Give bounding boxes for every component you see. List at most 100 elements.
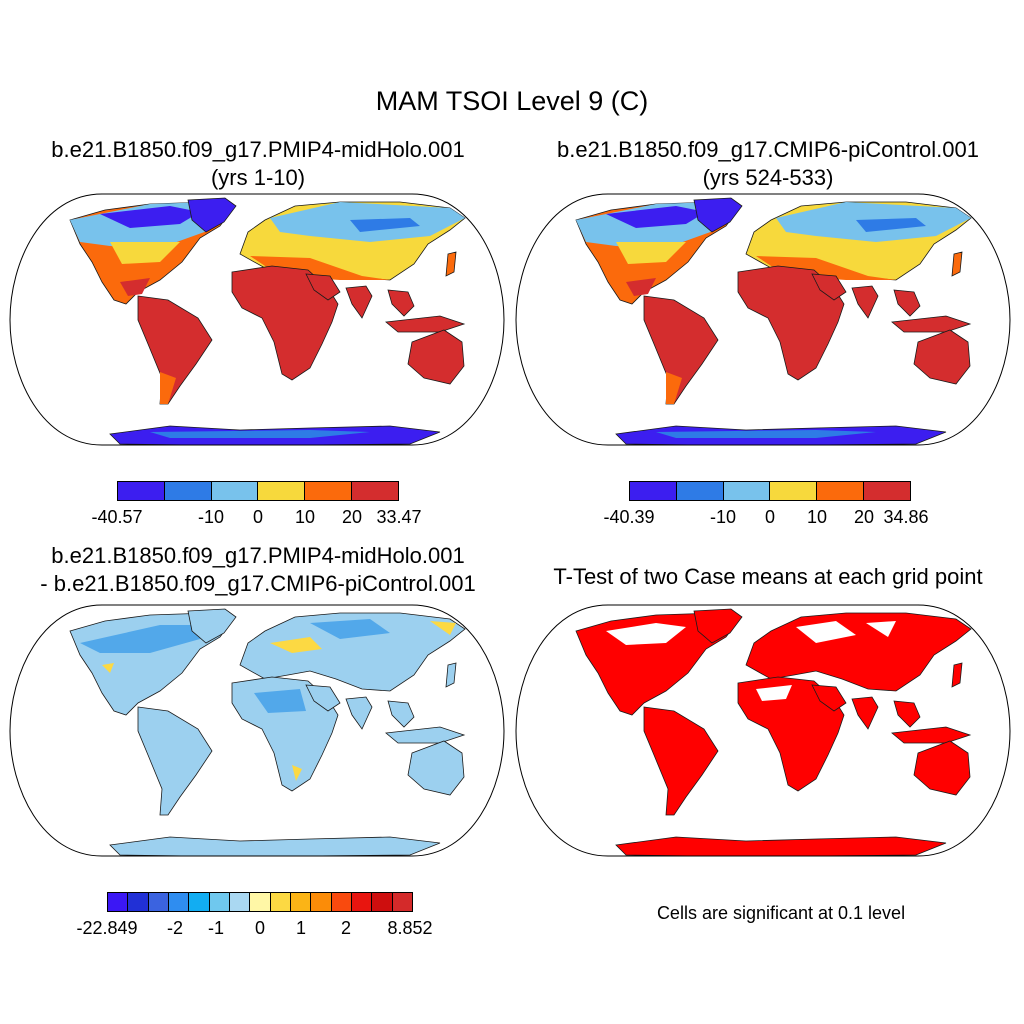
panel2-title: b.e21.B1850.f09_g17.CMIP6-piControl.001 … (512, 136, 1024, 192)
cb3-label: 1 (295, 918, 307, 938)
panel1-title-line2: (yrs 1-10) (210, 165, 306, 190)
landmass-seasia (387, 700, 415, 728)
landmass-aus (407, 329, 465, 385)
colorbar-swatch (770, 482, 818, 500)
cb1-label: -40.57 (91, 507, 143, 527)
continents (69, 608, 466, 856)
map-frame (515, 193, 1011, 446)
cb1-label: 20 (341, 507, 363, 527)
colorbar-swatch (108, 893, 129, 911)
landmass-nam (80, 625, 210, 653)
colorbar-swatch (311, 893, 332, 911)
colorbar-swatch (864, 482, 910, 500)
cb3-label: 2 (340, 918, 352, 938)
landmass-japan (445, 662, 457, 688)
landmass-sam (160, 372, 176, 404)
continents (575, 608, 972, 856)
panel1-title: b.e21.B1850.f09_g17.PMIP4-midHolo.001 (y… (0, 136, 516, 192)
landmass-eur (430, 621, 456, 635)
cb2-label: 10 (806, 507, 828, 527)
map-frame (515, 604, 1011, 857)
colorbar-swatch (392, 893, 412, 911)
colorbar-swatch (630, 482, 677, 500)
landmass-eur (856, 218, 926, 232)
continents (575, 197, 972, 445)
cb2-label: 34.86 (883, 507, 929, 527)
landmass-antarctica (615, 836, 947, 856)
landmass-africa (292, 765, 302, 781)
landmass-antarctica (656, 430, 876, 438)
landmass-nam (110, 242, 180, 264)
landmass-eur (310, 619, 390, 639)
colorbar-swatch (211, 482, 259, 500)
colorbar-swatch (250, 893, 271, 911)
map-panel1 (9, 193, 505, 446)
landmass-seasia (387, 289, 415, 317)
panel2-title-line2: (yrs 524-533) (702, 165, 834, 190)
cb3-label: -1 (207, 918, 225, 938)
panel4-title-line1: T-Test of two Case means at each grid po… (553, 564, 983, 589)
landmass-eur (866, 621, 896, 637)
map-panel4 (515, 604, 1011, 857)
landmass-india (345, 285, 373, 319)
landmass-eur (350, 218, 420, 232)
landmass-arabia (811, 684, 847, 712)
landmass-greenland (693, 608, 743, 644)
panel2-title-line1: b.e21.B1850.f09_g17.CMIP6-piControl.001 (557, 137, 979, 162)
landmass-antarctica (150, 430, 370, 438)
colorbar-swatch (372, 893, 393, 911)
colorbar-swatch (305, 482, 353, 500)
landmass-sam (137, 295, 213, 405)
colorbar-swatch (118, 482, 165, 500)
colorbar-swatch (189, 893, 210, 911)
colorbar-swatch (229, 893, 251, 911)
panel1-title-line1: b.e21.B1850.f09_g17.PMIP4-midHolo.001 (51, 137, 465, 162)
landmass-arabia (811, 273, 847, 301)
colorbar-swatch (209, 893, 230, 911)
colorbar-swatch (817, 482, 865, 500)
landmass-eur (745, 612, 972, 692)
cb1-label: 0 (252, 507, 264, 527)
landmass-nam (575, 612, 739, 716)
colorbar-swatch (270, 893, 291, 911)
landmass-eur (796, 621, 856, 643)
landmass-indonesia (891, 315, 972, 333)
map-frame (9, 604, 505, 857)
colorbar-swatch (290, 893, 312, 911)
map-frame (9, 193, 505, 446)
landmass-sam (137, 706, 213, 816)
cb1-label: 33.47 (376, 507, 422, 527)
cb3-label: -2 (166, 918, 184, 938)
landmass-nam (616, 242, 686, 264)
map-panel2 (515, 193, 1011, 446)
panel3-title-line2: - b.e21.B1850.f09_g17.CMIP6-piControl.00… (40, 571, 476, 596)
colorbar-swatch (676, 482, 724, 500)
landmass-nam (606, 623, 686, 645)
colorbar-swatch (164, 482, 212, 500)
continents (69, 197, 466, 445)
colorbar-panel1 (117, 481, 399, 501)
colorbar-swatch (723, 482, 771, 500)
landmass-africa (756, 685, 792, 701)
landmass-sam (643, 706, 719, 816)
landmass-nam (626, 278, 656, 296)
cb1-label: 10 (294, 507, 316, 527)
figure-title: MAM TSOI Level 9 (C) (375, 86, 649, 116)
cb3-label: -22.849 (76, 918, 138, 938)
landmass-india (345, 696, 373, 730)
landmass-japan (951, 251, 963, 277)
cb2-label: 20 (853, 507, 875, 527)
landmass-japan (445, 251, 457, 277)
landmass-japan (951, 662, 963, 688)
colorbar-swatch (331, 893, 352, 911)
panel3-title: b.e21.B1850.f09_g17.PMIP4-midHolo.001 - … (0, 542, 516, 598)
colorbar-panel2 (629, 481, 911, 501)
landmass-seasia (893, 289, 921, 317)
landmass-greenland (187, 197, 237, 233)
landmass-india (851, 696, 879, 730)
colorbar-panel3 (107, 892, 413, 912)
landmass-greenland (187, 608, 237, 644)
landmass-greenland (693, 197, 743, 233)
landmass-nam (102, 663, 114, 673)
panel3-title-line1: b.e21.B1850.f09_g17.PMIP4-midHolo.001 (51, 543, 465, 568)
